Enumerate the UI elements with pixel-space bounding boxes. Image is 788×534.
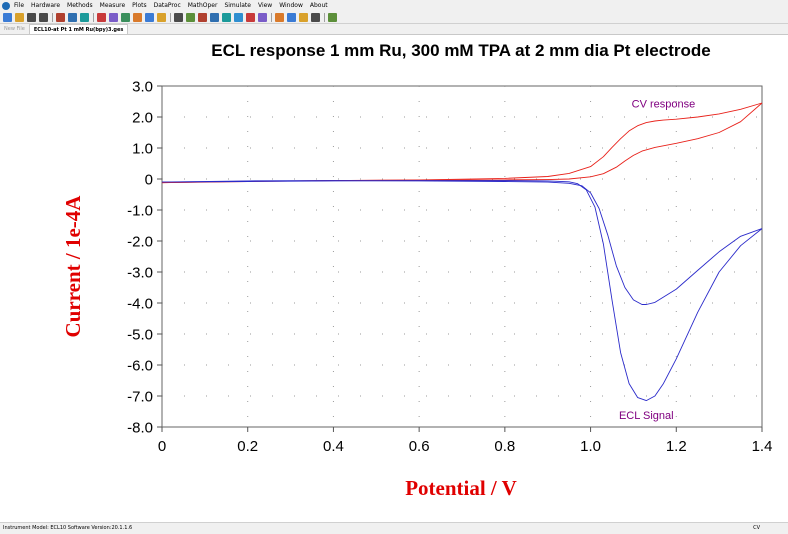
x-tick-label: 1.2 [666,438,687,455]
derivative-icon[interactable] [299,12,308,22]
text-icon[interactable] [56,12,65,22]
y-tick-label: -6.0 [127,358,153,375]
notebook-icon[interactable] [328,12,337,22]
toolbar-separator [271,12,272,22]
display-icon[interactable] [80,12,89,22]
status-mode: CV [753,525,760,531]
y-tick-label: -5.0 [127,327,153,344]
status-bar: Instrument Model: ECL10 Software Version… [0,522,788,534]
series-cv-reverse [161,102,763,184]
menu-view[interactable]: View [257,2,273,9]
y-tick-label: -7.0 [127,389,153,406]
save-icon[interactable] [27,12,36,22]
x-tick-label: 0.4 [323,438,344,455]
menu-file[interactable]: File [14,2,25,9]
app-logo-icon [2,1,10,10]
menu-methods[interactable]: Methods [67,2,93,9]
x-tick-label: 0.6 [409,438,430,455]
report-icon[interactable] [68,12,77,22]
x-tick-label: 1.0 [580,438,601,455]
rotate-icon[interactable] [157,12,166,22]
open-folder-icon[interactable] [15,12,24,22]
color-icon[interactable] [234,12,243,22]
plot-icon[interactable] [246,12,255,22]
y-tick-label: 2.0 [132,110,153,127]
toolbar-separator [170,12,171,22]
cell-icon[interactable] [145,12,154,22]
annotations: CV response ECL Signal [619,99,695,423]
chart: ECL response 1 mm Ru, 300 mM TPA at 2 mm… [61,41,773,500]
y-tick-label: 1.0 [132,141,153,158]
menu-hardware[interactable]: Hardware [31,2,61,9]
menu-mathoper[interactable]: MathOper [187,2,218,9]
x-tick-label: 0.8 [494,438,515,455]
chart-title: ECL response 1 mm Ru, 300 mM TPA at 2 mm… [211,41,710,60]
tab-ecl10-file[interactable]: ECL10-at Pt 1 mM Ru(bpy)3.ges [28,24,129,34]
y-tick-label: -4.0 [127,296,153,313]
peak-icon[interactable] [287,12,296,22]
menu-measure[interactable]: Measure [99,2,126,9]
plot-area [161,85,763,428]
toolbar [0,11,788,24]
new-file-icon[interactable] [3,12,12,22]
toolbar-separator [324,12,325,22]
series-ecl-reverse [161,180,763,402]
y-tick-label: -8.0 [127,420,153,437]
tools-icon[interactable] [198,12,207,22]
y-axis-label: Current / 1e-4A [61,195,85,338]
y-axis: 3.0 2.0 1.0 0 -1.0 -2.0 -3.0 -4.0 -5.0 -6.0 -7.0 -8… [127,79,162,437]
fit-icon[interactable] [311,12,320,22]
y-tick-label: -1.0 [127,203,153,220]
overlay-icon[interactable] [210,12,219,22]
x-tick-label: 0 [158,438,166,455]
y-tick-label: -3.0 [127,265,153,282]
toolbar-separator [93,12,94,22]
stop-icon[interactable] [121,12,130,22]
y-tick-label: -2.0 [127,234,153,251]
menu-window[interactable]: Window [279,2,303,9]
y-tick-label: 3.0 [132,79,153,96]
print-icon[interactable] [39,12,48,22]
x-tick-label: 0.2 [237,438,258,455]
data-lines [161,102,763,402]
graph-options-icon[interactable] [174,12,183,22]
tab-new-file[interactable]: New File [4,26,25,32]
menu-dataproc[interactable]: DataProc [153,2,181,9]
reverse-icon[interactable] [133,12,142,22]
menu-simulate[interactable]: Simulate [224,2,251,9]
menu-about[interactable]: About [309,2,328,9]
annotation-label: ECL Signal [619,410,674,422]
x-axis: 0 0.2 0.4 0.6 0.8 1.0 1.2 1.4 [158,427,773,455]
window-icon[interactable] [258,12,267,22]
series-ecl-forward [161,180,763,305]
run-icon[interactable] [97,12,106,22]
document-tabs: New File ECL10-at Pt 1 mM Ru(bpy)3.ges [0,24,788,35]
add-icon[interactable] [222,12,231,22]
menu-plots[interactable]: Plots [132,2,147,9]
pause-icon[interactable] [109,12,118,22]
y-tick-label: 0 [145,172,153,189]
annotation-label: CV response [632,99,696,111]
zoom-icon[interactable] [186,12,195,22]
status-instrument: Instrument Model: ECL10 Software Version… [3,525,133,531]
menu-bar: File Hardware Methods Measure Plots DataProc M… [0,0,788,11]
x-axis-label: Potential / V [405,476,517,500]
toolbar-separator [52,12,53,22]
x-tick-label: 1.4 [752,438,773,455]
smooth-icon[interactable] [275,12,284,22]
